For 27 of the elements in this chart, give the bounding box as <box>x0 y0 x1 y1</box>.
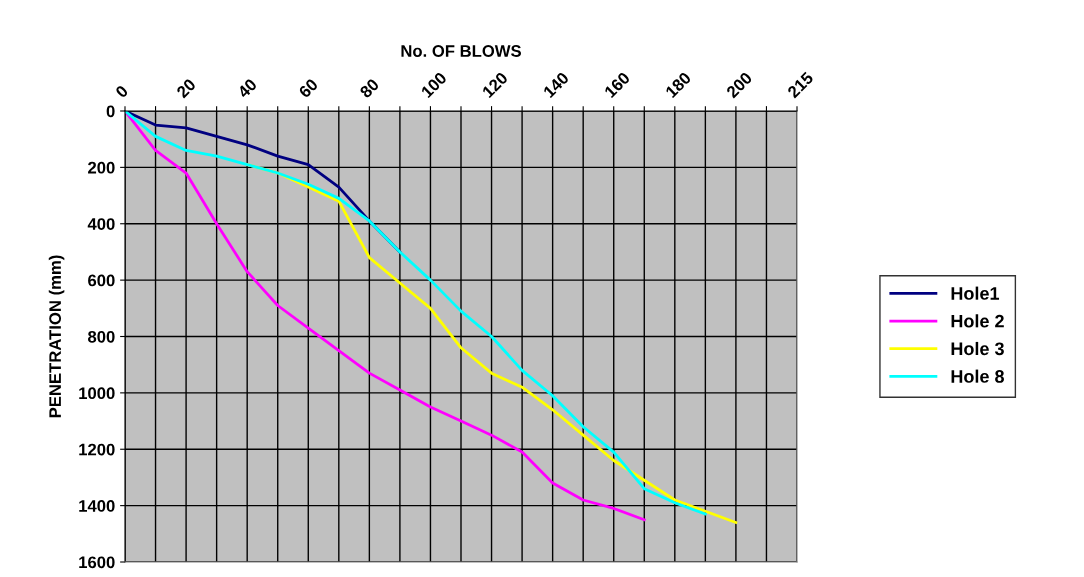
y-tick-label: 600 <box>88 274 115 287</box>
y-axis-title: PENETRATION (mm) <box>48 255 65 418</box>
x-tick-label: 80 <box>359 77 380 99</box>
legend-label: Hole 3 <box>951 341 1004 356</box>
legend-label: Hole 8 <box>951 369 1004 383</box>
y-tick-label: 1400 <box>79 500 115 512</box>
y-tick-label: 200 <box>88 161 115 174</box>
y-tick-label: 400 <box>87 218 115 230</box>
y-tick-label: 1600 <box>79 556 115 569</box>
x-tick-label: 100 <box>420 71 448 99</box>
legend-label: Hole 2 <box>951 314 1004 328</box>
x-tick-label: 180 <box>664 71 692 99</box>
x-tick-label: 215 <box>786 71 815 99</box>
x-tick-label: 160 <box>603 71 631 99</box>
x-tick-label: 200 <box>725 71 753 99</box>
x-tick-label: 120 <box>481 71 509 99</box>
x-tick-label: 20 <box>175 77 197 99</box>
x-tick-label: 140 <box>542 71 570 99</box>
y-tick-label: 1200 <box>79 443 115 456</box>
legend-label: Hole1 <box>951 286 1000 300</box>
y-tick-label: 0 <box>106 105 115 118</box>
x-tick-label: 0 <box>114 84 129 99</box>
y-tick-label: 1000 <box>79 387 115 400</box>
x-tick-label: 60 <box>298 77 319 99</box>
y-tick-label: 800 <box>88 330 115 343</box>
x-axis-title: No. OF BLOWS <box>401 45 521 57</box>
x-tick-label: 40 <box>236 77 258 99</box>
